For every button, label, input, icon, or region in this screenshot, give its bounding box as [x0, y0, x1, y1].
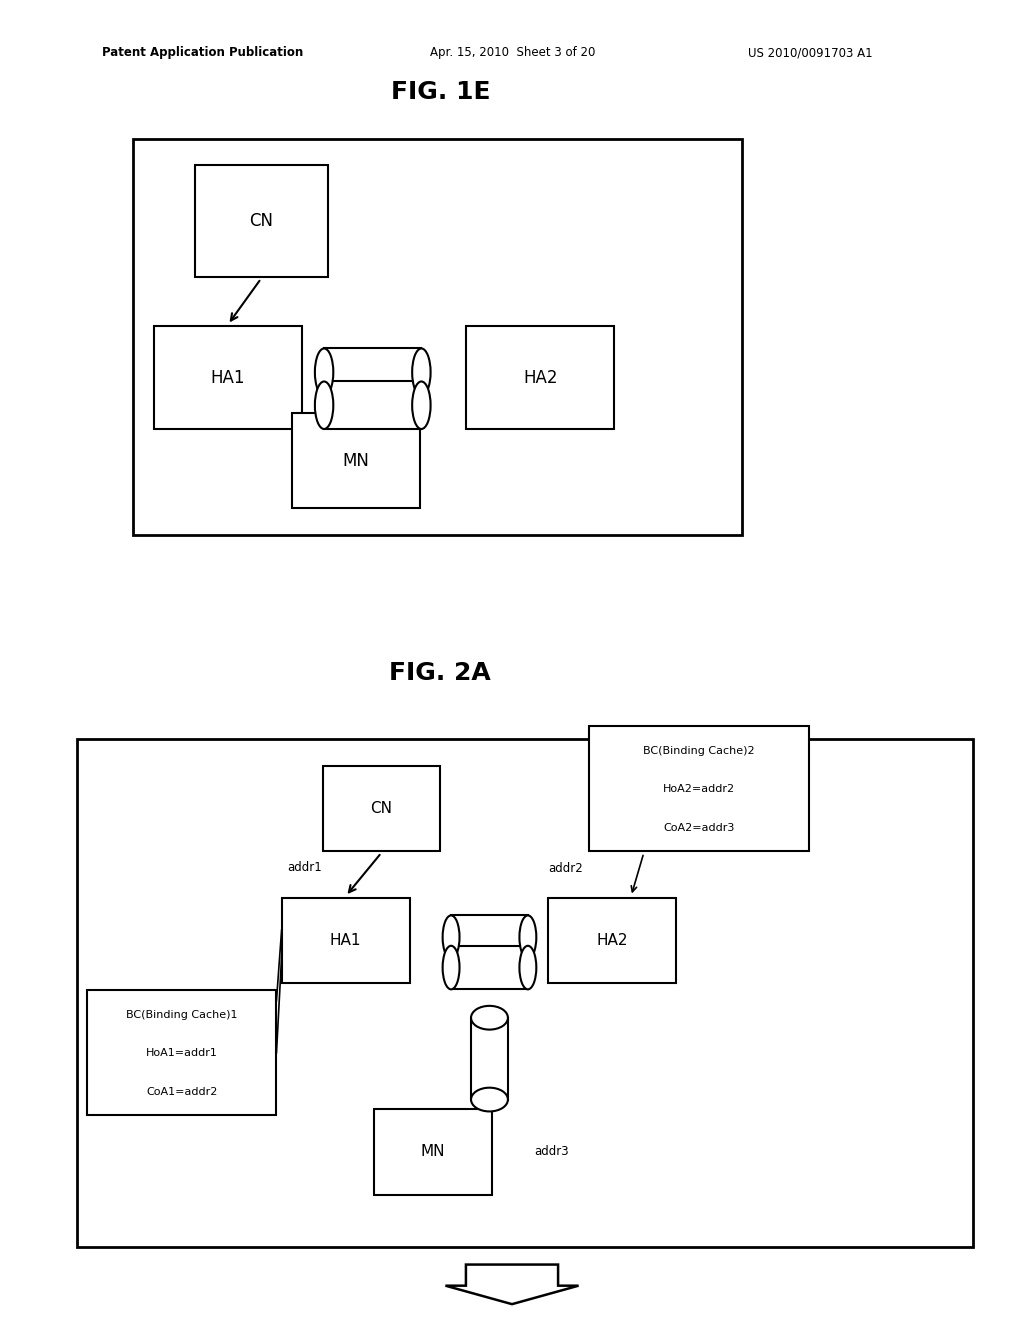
Bar [195, 165, 328, 277]
Ellipse shape [412, 348, 430, 396]
Bar [451, 916, 528, 958]
Text: BC(Binding Cache)2: BC(Binding Cache)2 [643, 746, 755, 756]
Text: CN: CN [371, 801, 392, 816]
Bar [292, 413, 420, 508]
Text: CoA2=addr3: CoA2=addr3 [664, 822, 734, 833]
Text: addr1: addr1 [288, 862, 322, 874]
Text: HA1: HA1 [211, 368, 245, 387]
Ellipse shape [315, 348, 334, 396]
Ellipse shape [471, 1088, 508, 1111]
Text: HA2: HA2 [596, 933, 628, 948]
Ellipse shape [519, 945, 537, 990]
Bar [589, 726, 809, 851]
Text: US 2010/0091703 A1: US 2010/0091703 A1 [748, 46, 872, 59]
Bar [154, 326, 302, 429]
Ellipse shape [442, 916, 460, 958]
Text: CN: CN [249, 213, 273, 230]
Bar [77, 739, 973, 1247]
Text: FIG. 1E: FIG. 1E [390, 81, 490, 104]
Text: addr2: addr2 [549, 862, 583, 875]
Ellipse shape [519, 916, 537, 958]
Text: CoA1=addr2: CoA1=addr2 [146, 1086, 217, 1097]
Text: BC(Binding Cache)1: BC(Binding Cache)1 [126, 1010, 238, 1020]
Bar [374, 1109, 492, 1195]
Bar [451, 945, 528, 990]
Bar [324, 348, 422, 396]
Text: HA2: HA2 [523, 368, 557, 387]
Text: MN: MN [342, 451, 370, 470]
Polygon shape [445, 1265, 579, 1304]
Text: HoA2=addr2: HoA2=addr2 [663, 784, 735, 795]
Ellipse shape [471, 1006, 508, 1030]
Ellipse shape [315, 381, 334, 429]
Text: HA1: HA1 [330, 933, 361, 948]
Bar [324, 381, 422, 429]
Ellipse shape [442, 945, 460, 990]
Bar [133, 139, 742, 535]
Bar [548, 898, 676, 983]
Text: addr3: addr3 [535, 1146, 569, 1158]
Bar [471, 1018, 508, 1100]
Bar [466, 326, 614, 429]
Text: MN: MN [421, 1144, 444, 1159]
Ellipse shape [412, 381, 430, 429]
Bar [323, 766, 440, 851]
Bar [87, 990, 276, 1115]
Text: FIG. 2A: FIG. 2A [389, 661, 492, 685]
Text: Apr. 15, 2010  Sheet 3 of 20: Apr. 15, 2010 Sheet 3 of 20 [430, 46, 595, 59]
Text: HoA1=addr1: HoA1=addr1 [145, 1048, 218, 1059]
Text: Patent Application Publication: Patent Application Publication [102, 46, 304, 59]
Bar [282, 898, 410, 983]
